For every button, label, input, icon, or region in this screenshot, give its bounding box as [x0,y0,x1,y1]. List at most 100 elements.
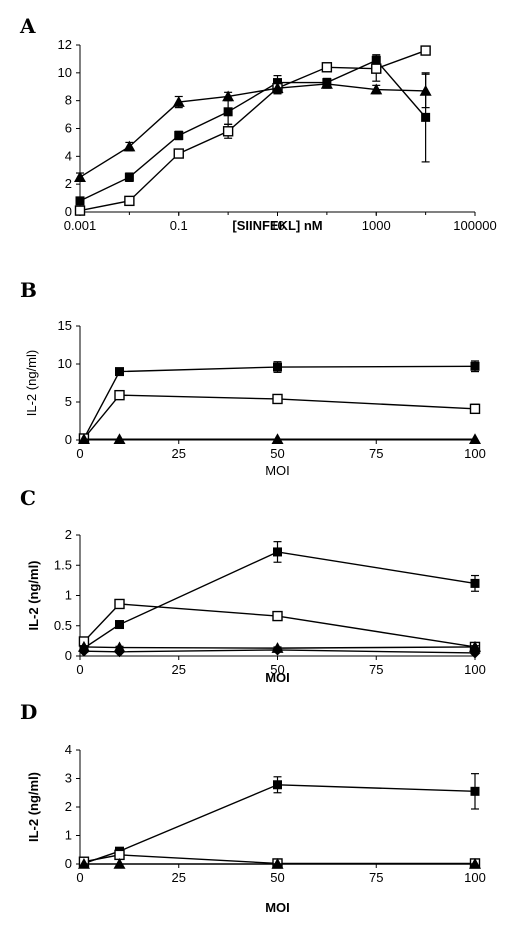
series-filled-square [75,54,431,206]
series-filled-square [79,773,480,868]
data-point-filled-square [273,362,282,372]
y-tick-label: 0 [65,856,72,871]
data-point-filled-triangle [172,96,185,107]
y-axis-title: IL-2 (ng/ml) [26,560,41,630]
y-tick-label: 1 [65,828,72,843]
data-point-filled-triangle [320,77,333,89]
panel-letter-c: C [20,486,36,510]
chart-panel-d: 0 1 2 3 4 0 25 50 75 100 MOI IL-2 (ng/ml) [26,742,486,915]
y-tick-label: 6 [65,121,72,136]
series-open-square [78,598,481,653]
data-point-filled-square [75,196,85,206]
x-tick-label: 0 [76,446,83,461]
chart-panel-c: 0 0.5 1 1.5 2 0 25 50 75 100 MOI IL-2 (ng/ml) [26,527,486,685]
x-tick-label: 50 [270,870,284,885]
data-point-filled-diamond [272,644,283,656]
y-tick-label: 10 [58,356,72,371]
data-point-filled-diamond [469,647,481,659]
data-point-open-square [114,598,125,610]
data-point-open-square [222,126,234,137]
x-axis-title: MOI [265,670,290,685]
x-tick-label: 100 [464,446,486,461]
data-point-filled-triangle [469,640,481,652]
data-point-open-square [272,393,283,405]
y-tick-label: 3 [65,771,72,786]
data-point-filled-square [124,172,134,182]
data-point-open-square [469,403,481,415]
data-point-filled-square [421,112,431,122]
data-point-filled-triangle [77,433,90,445]
series-line [83,649,476,654]
series-filled-triangle [74,73,432,183]
data-point-filled-triangle [113,858,126,869]
y-tick-label: 2 [65,176,72,191]
y-tick-label: 0 [65,432,72,447]
series-line [79,59,427,202]
data-point-filled-square [115,620,124,630]
series-line [83,646,476,649]
y-axis-title: IL-2 (ng/ml) [24,350,39,416]
x-tick-label: 10 [270,218,284,233]
x-axis-title: MOI [265,900,290,915]
series-filled-square [79,541,480,653]
y-tick-label: 2 [65,799,72,814]
data-point-filled-triangle [271,433,284,445]
data-point-filled-triangle [74,171,86,183]
data-point-filled-triangle [370,83,383,95]
series-filled-diamond [78,644,481,659]
y-tick-label: 2 [65,527,72,542]
data-point-filled-square [470,786,480,796]
data-point-open-square [321,62,333,73]
data-point-filled-triangle [222,90,235,102]
y-tick-label: 1.5 [54,557,72,572]
y-tick-label: 0 [65,648,72,663]
data-point-filled-triangle [271,82,284,93]
data-point-filled-square [115,367,124,377]
x-tick-label: 25 [172,446,186,461]
series-line [79,83,426,178]
x-axis-title: [SIINFEKL] nM [232,218,322,233]
series-line [83,365,476,439]
data-point-filled-triangle [419,84,432,96]
series-line [83,551,476,649]
data-point-filled-triangle [113,433,126,445]
x-tick-label: 0 [76,662,83,677]
x-tick-label: 0.1 [170,218,188,233]
x-tick-label: 100000 [453,218,496,233]
data-point-filled-triangle [469,858,481,869]
x-tick-label: 100 [464,870,486,885]
x-tick-label: 50 [270,662,284,677]
panel-letter-d: D [20,700,38,724]
x-tick-label: 75 [369,870,383,885]
x-tick-label: 0.001 [64,218,97,233]
data-point-open-square [114,389,125,401]
data-point-filled-square [470,578,480,588]
data-point-filled-triangle [271,858,284,869]
series-line [83,603,476,648]
data-point-filled-square [273,780,282,790]
chart-panel-a: 0 2 4 6 8 10 12 0.001 0.1 10 1000 100000 [SIINFEKL] … [58,37,497,233]
x-tick-label: 100 [464,662,486,677]
x-tick-label: 50 [270,446,284,461]
data-point-open-square [74,205,86,216]
y-axis-title: IL-2 (ng/ml) [26,772,41,842]
y-tick-label: 0.5 [54,618,72,633]
y-tick-label: 4 [65,148,72,163]
data-point-filled-square [174,130,184,140]
y-tick-label: 5 [65,394,72,409]
series-line [83,394,476,439]
data-point-open-square [124,195,135,207]
y-tick-label: 12 [58,37,72,52]
y-tick-label: 15 [58,318,72,333]
y-tick-label: 0 [65,204,72,219]
series-filled-triangle [77,433,481,445]
y-tick-label: 1 [65,588,72,603]
data-point-filled-triangle [77,858,90,869]
x-axis-title: MOI [265,463,290,478]
data-point-filled-diamond [78,645,90,657]
data-point-open-square [173,148,184,159]
data-point-filled-triangle [123,140,136,152]
x-tick-label: 25 [172,870,186,885]
